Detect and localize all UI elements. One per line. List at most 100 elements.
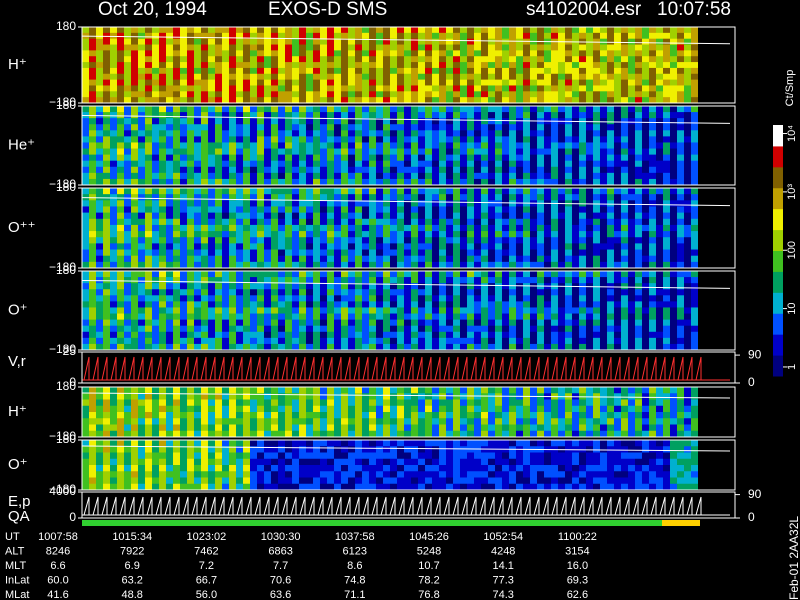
cell: [264, 331, 271, 339]
cell: [327, 231, 334, 238]
cell: [103, 289, 110, 296]
cell: [355, 243, 362, 251]
cell: [313, 430, 320, 438]
cell: [432, 50, 439, 57]
cell: [313, 295, 320, 302]
cell: [488, 261, 495, 269]
cell: [383, 136, 390, 143]
cell: [537, 249, 544, 257]
cell: [579, 91, 586, 98]
cell: [516, 67, 523, 75]
cell: [558, 124, 565, 131]
cell: [404, 166, 411, 174]
cell: [369, 56, 376, 63]
cell: [306, 27, 313, 34]
cell: [390, 79, 397, 86]
cell: [593, 331, 600, 339]
cell: [264, 73, 271, 81]
cell: [145, 301, 152, 308]
cell: [425, 194, 432, 201]
cell: [208, 62, 215, 69]
cell: [677, 255, 684, 263]
cell: [677, 319, 684, 327]
cell: [285, 249, 292, 257]
cell: [376, 313, 383, 321]
cell: [215, 27, 222, 34]
cell: [173, 331, 180, 339]
cell: [173, 249, 180, 257]
cell: [558, 188, 565, 195]
cell: [635, 79, 642, 86]
cell: [236, 112, 243, 119]
cell: [166, 218, 173, 226]
cell: [82, 418, 89, 425]
cell: [278, 283, 285, 290]
cell: [418, 325, 425, 333]
cell: [187, 307, 194, 315]
cell: [138, 118, 145, 125]
cell: [285, 319, 292, 327]
cell: [530, 307, 537, 315]
cell: [558, 255, 565, 263]
cell: [656, 337, 663, 345]
cell: [642, 154, 649, 162]
cell: [229, 27, 236, 34]
cell: [250, 112, 257, 119]
cell: [82, 243, 89, 251]
cell: [208, 393, 215, 400]
cell: [138, 106, 145, 113]
cell: [565, 56, 572, 63]
cell: [89, 231, 96, 238]
trace: [81, 279, 731, 289]
cell: [572, 172, 579, 180]
cell: [110, 142, 117, 150]
cell: [579, 50, 586, 57]
cell: [537, 136, 544, 143]
cell: [103, 97, 110, 104]
cell: [243, 142, 250, 150]
cell: [257, 331, 264, 339]
cell: [299, 206, 306, 214]
cell: [110, 73, 117, 81]
cell: [257, 32, 264, 40]
cell: [236, 424, 243, 432]
cell: [404, 249, 411, 257]
cell: [348, 188, 355, 195]
cell: [103, 237, 110, 244]
cell: [404, 231, 411, 238]
cell: [145, 255, 152, 263]
cell: [376, 130, 383, 137]
cell: [572, 337, 579, 345]
cell: [320, 430, 327, 438]
cell: [362, 255, 369, 263]
cell: [180, 283, 187, 290]
cell: [425, 331, 432, 339]
cell: [404, 212, 411, 220]
cell: [677, 194, 684, 201]
sawtooth: [92, 356, 99, 381]
cell: [460, 194, 467, 201]
cell: [348, 44, 355, 51]
cell: [194, 160, 201, 168]
cell: [404, 124, 411, 131]
cell: [537, 271, 544, 278]
cell: [103, 430, 110, 438]
cell: [264, 301, 271, 308]
cell: [390, 85, 397, 92]
cell: [243, 136, 250, 143]
cell: [404, 200, 411, 207]
cell: [306, 91, 313, 98]
cell: [236, 387, 243, 394]
cell: [292, 218, 299, 226]
cell: [243, 32, 250, 40]
cell: [334, 142, 341, 150]
cell: [607, 67, 614, 75]
cell: [362, 343, 369, 351]
cell: [467, 343, 474, 351]
cell: [89, 331, 96, 339]
cell: [215, 289, 222, 296]
cell: [481, 27, 488, 34]
cell: [586, 67, 593, 75]
cell: [390, 255, 397, 263]
cell: [278, 325, 285, 333]
